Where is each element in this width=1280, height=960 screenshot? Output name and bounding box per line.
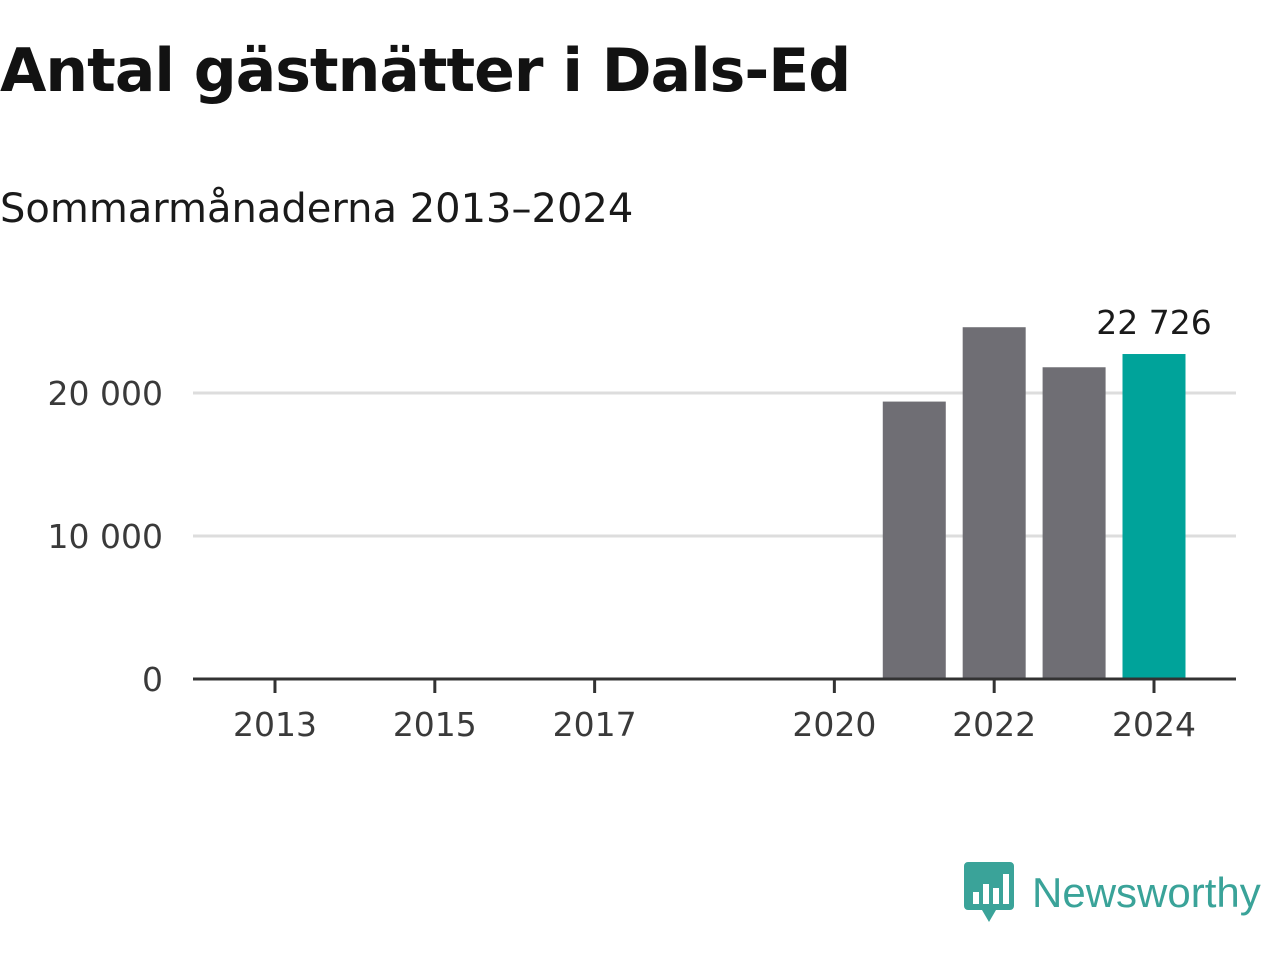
brand-name: Newsworthy (1032, 869, 1261, 916)
x-tick-label: 2017 (553, 705, 637, 744)
x-tick-label: 2024 (1112, 705, 1196, 744)
labels: 0 10 000 20 000 2013 2015 2017 2020 2022 2024 22 … (48, 303, 1212, 744)
y-tick-label: 0 (142, 660, 163, 699)
bar-chart-speech-bubble-icon (964, 862, 1014, 922)
bar-chart: 0 10 000 20 000 2013 2015 2017 2020 2022 2024 22 … (48, 303, 1236, 744)
data-label: 22 726 (1096, 303, 1211, 342)
chart-subtitle: Sommarmånaderna 2013–2024 (0, 186, 634, 232)
chart-title: Antal gästnätter i Dals-Ed (0, 36, 851, 106)
x-tick-label: 2013 (233, 705, 317, 744)
bar-2021 (882, 401, 946, 679)
bar-2024 (1122, 354, 1186, 679)
bars (882, 327, 1186, 679)
newsworthy-logo: Newsworthy (964, 862, 1261, 924)
bar-2022 (962, 327, 1026, 679)
x-axis (193, 677, 1236, 693)
y-tick-label: 10 000 (48, 517, 163, 556)
x-tick-label: 2022 (952, 705, 1036, 744)
x-tick-label: 2015 (393, 705, 477, 744)
x-tick-label: 2020 (792, 705, 876, 744)
bar-2023 (1042, 367, 1106, 679)
y-tick-label: 20 000 (48, 374, 163, 413)
